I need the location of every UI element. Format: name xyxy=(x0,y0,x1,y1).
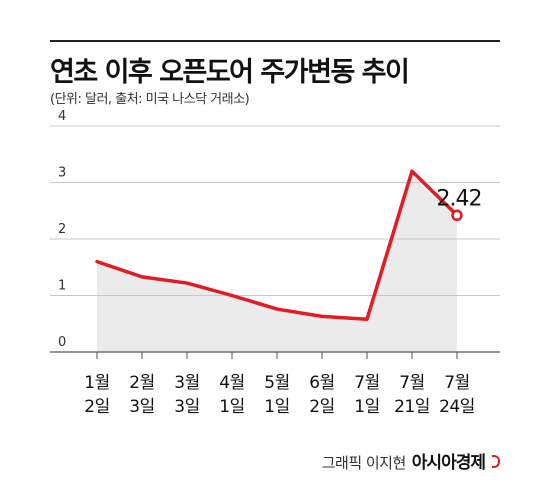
y-tick-label: 0 xyxy=(58,335,66,350)
chart-title: 연초 이후 오픈도어 주가변동 추이 xyxy=(50,57,410,88)
x-tick-label: 2일 xyxy=(309,397,334,417)
data-label: 2.42 xyxy=(437,186,482,211)
x-tick-label: 3월 xyxy=(174,373,199,393)
x-tick-label: 5월 xyxy=(264,373,289,393)
x-tick-label: 4월 xyxy=(219,373,244,393)
x-tick-label: 2월 xyxy=(129,373,154,393)
x-tick-label: 3일 xyxy=(129,397,154,417)
x-tick-label: 2일 xyxy=(84,397,109,417)
credit: 그래픽 이지현 아시아경제 xyxy=(322,448,500,473)
x-tick-label: 3일 xyxy=(174,397,199,417)
x-tick-label: 6월 xyxy=(309,373,334,393)
x-tick-label: 1일 xyxy=(264,397,289,417)
highlight-point xyxy=(451,209,463,222)
series-line xyxy=(95,169,459,321)
y-tick-label: 1 xyxy=(58,279,66,294)
x-tick-label: 21일 xyxy=(394,397,430,417)
x-tick-label: 1일 xyxy=(219,397,244,417)
y-tick-label: 2 xyxy=(58,222,66,237)
designer-credit: 그래픽 이지현 xyxy=(321,454,407,472)
area-fill xyxy=(97,171,457,352)
x-tick-label: 24일 xyxy=(439,397,475,417)
x-tick-label: 7월 xyxy=(354,373,379,393)
y-tick-label: 4 xyxy=(58,109,66,124)
top-rule xyxy=(50,40,500,42)
chart-subtitle: (단위: 달러, 출처: 미국 나스닥 거래소) xyxy=(50,92,250,107)
x-tick-label: 1일 xyxy=(354,397,379,417)
x-tick-label: 7월 xyxy=(399,373,424,393)
y-tick-label: 3 xyxy=(58,166,66,181)
x-tick-label: 7월 xyxy=(444,373,469,393)
brand-mark-icon xyxy=(492,455,500,468)
brand-logo: 아시아경제 xyxy=(411,453,486,473)
x-tick-label: 1월 xyxy=(84,373,109,393)
